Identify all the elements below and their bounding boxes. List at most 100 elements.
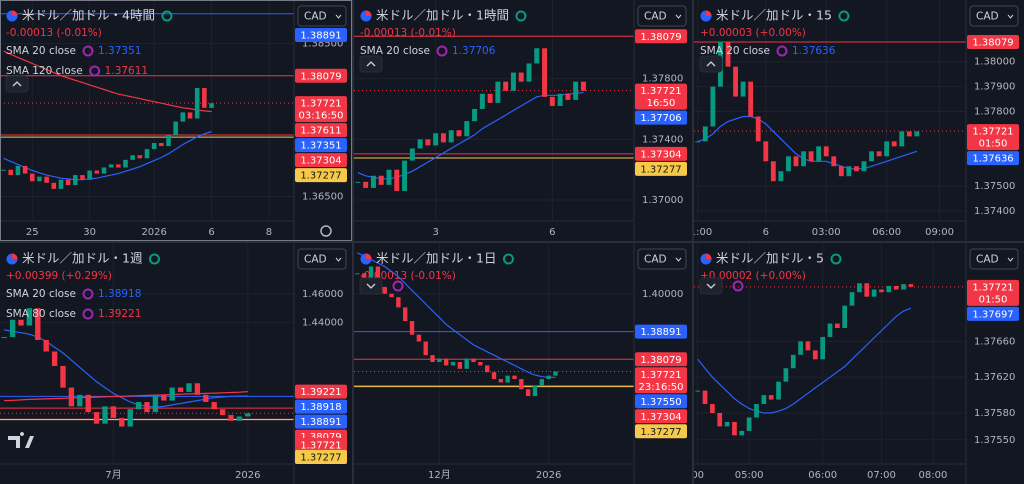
currency-select[interactable]: [969, 248, 1019, 270]
candle-body: [573, 81, 579, 100]
candle-body: [194, 87, 200, 119]
price-tag-label: 1.38079: [300, 71, 341, 82]
panel-background: [0, 0, 352, 241]
candle-body: [450, 361, 456, 366]
candle-body: [464, 358, 469, 369]
chart-title: 米ドル／加ドル・1日: [376, 251, 496, 266]
legend-toggle[interactable]: [5, 75, 29, 93]
price-tag-label: 1.37304: [640, 412, 681, 423]
chart-panel: 1.37800 1.37400 1.37000 3 6 米ドル／加ドル・1時間 -0.000…: [354, 0, 692, 241]
price-change: -0.00013 (-0.01%): [360, 270, 456, 282]
currency-select[interactable]: [297, 5, 347, 27]
price-tag-label: 1.37277: [640, 427, 681, 438]
candle-body: [60, 365, 66, 388]
candle-body: [370, 175, 376, 188]
candle-body: [478, 361, 483, 366]
indicator-name[interactable]: SMA 120 close: [6, 65, 83, 77]
price-tag-label: 1.38891: [300, 417, 341, 428]
y-tick-label: 1.44000: [302, 318, 343, 329]
sma-line: [697, 307, 912, 414]
candle-body: [87, 170, 92, 180]
candle-body: [842, 305, 848, 328]
candle-body: [194, 383, 201, 395]
indicator-name[interactable]: SMA 20 close: [700, 45, 770, 57]
candle-body: [754, 404, 759, 418]
candle-body: [805, 341, 811, 351]
indicator-value: 1.37706: [452, 45, 496, 57]
chart-title: 米ドル／加ドル・4時間: [22, 8, 155, 23]
candle-body: [151, 143, 157, 150]
currency-select[interactable]: [637, 5, 687, 27]
legend-toggle[interactable]: [359, 55, 383, 73]
candle-body: [710, 86, 716, 127]
currency-caret: [675, 257, 682, 262]
candle-body: [456, 130, 462, 137]
candle-body: [565, 93, 571, 100]
candle-body: [498, 379, 504, 383]
legend-toggle[interactable]: [359, 277, 383, 295]
candle-body: [869, 151, 874, 162]
symbol-flag-part: [366, 10, 372, 16]
market-open-indicator: [515, 10, 527, 22]
candle-body: [820, 336, 826, 360]
legend-toggle[interactable]: [699, 55, 723, 73]
x-tick-label: 21:00: [683, 227, 712, 238]
legend-toggle[interactable]: [699, 277, 723, 295]
indicator-icon: [82, 45, 94, 57]
candle-body: [503, 81, 509, 91]
currency-caret: [675, 14, 682, 19]
x-tick-label: 05:00: [735, 470, 764, 481]
indicator-icon: [82, 308, 94, 320]
price-tag: [635, 394, 687, 409]
settings-button[interactable]: [320, 225, 332, 237]
candle-body: [732, 421, 737, 436]
price-tag: [295, 68, 347, 83]
candle-body: [108, 164, 114, 168]
symbol-flag-part: [706, 10, 712, 16]
candle-body: [487, 93, 493, 103]
candle-body: [484, 365, 490, 373]
currency-caret: [1007, 14, 1014, 19]
currency-select[interactable]: [637, 248, 687, 270]
price-tag: [635, 367, 687, 394]
price-tag: [295, 384, 347, 399]
candle-body: [173, 121, 178, 136]
candle-body: [505, 375, 510, 383]
currency-select[interactable]: [297, 248, 347, 270]
candle-body: [127, 409, 133, 427]
y-tick-label: 1.37500: [974, 181, 1015, 192]
candle-body: [137, 155, 143, 159]
indicator-name[interactable]: SMA 20 close: [6, 288, 76, 300]
chart-panel: 1.40000 12月 2026 米ドル／加ドル・1日 -0.00013 (-0.01%…: [354, 243, 692, 484]
candle-body: [755, 116, 761, 142]
candle-body: [116, 164, 121, 168]
price-tag-label: 1.39221: [300, 387, 341, 398]
candle-body: [396, 297, 401, 308]
price-change: +0.00003 (+0.00%): [700, 27, 806, 39]
chart-title: 米ドル／加ドル・1時間: [376, 8, 509, 23]
currency-select[interactable]: [969, 5, 1019, 27]
indicator-name[interactable]: SMA 20 close: [6, 45, 76, 57]
candle-body: [368, 266, 374, 281]
indicator-name[interactable]: SMA 80 close: [6, 308, 76, 320]
candle-body: [228, 415, 234, 421]
x-tick-label: 6: [763, 227, 769, 238]
x-tick-label: 03:00: [812, 227, 841, 238]
candle-body: [51, 182, 57, 189]
x-tick-label: 8: [266, 227, 272, 238]
price-tag: [295, 28, 347, 42]
countdown-label: 01:50: [979, 139, 1008, 150]
indicator-name[interactable]: SMA 20 close: [360, 45, 430, 57]
x-tick-label: 6: [208, 227, 214, 238]
x-tick-label: 08:00: [919, 470, 948, 481]
candle-body: [18, 319, 24, 326]
candle-body: [793, 156, 799, 167]
candle-body: [812, 350, 818, 360]
candle-body: [135, 402, 142, 410]
y-tick-label: 1.37000: [642, 195, 683, 206]
candle-body: [94, 170, 100, 174]
candle-body: [798, 341, 803, 355]
candle-body: [77, 394, 83, 407]
candle-body: [526, 63, 532, 82]
x-tick-label: 09:00: [925, 227, 954, 238]
